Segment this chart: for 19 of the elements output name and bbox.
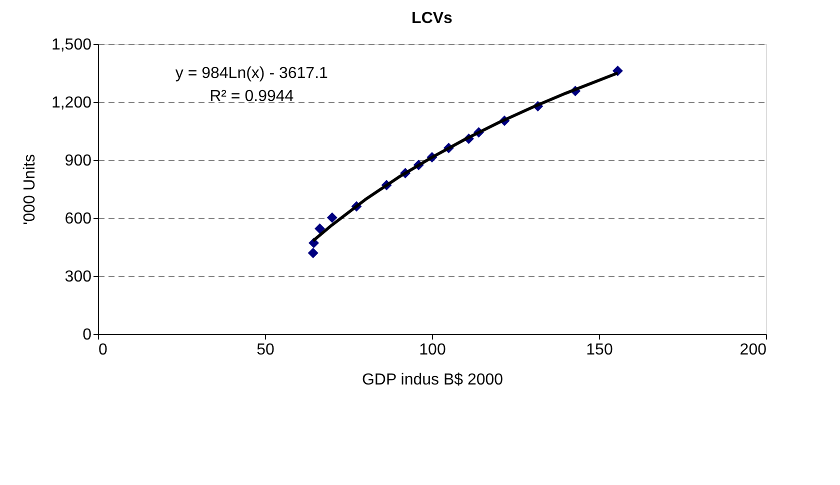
y-tick-label: 1,500 xyxy=(51,36,92,54)
chart-title: LCVs xyxy=(412,10,453,27)
x-axis-title: GDP indus B$ 2000 xyxy=(362,372,504,388)
x-tick-label: 100 xyxy=(419,342,446,358)
x-tick-label: 0 xyxy=(98,342,108,358)
y-tick-label: 300 xyxy=(64,268,92,286)
annotation: y = 984Ln(x) - 3617.1 xyxy=(175,65,328,82)
point xyxy=(308,248,318,258)
x-tick-label: 200 xyxy=(740,342,767,358)
y-axis-title: '000 Units xyxy=(21,154,38,225)
y-tick-label: 600 xyxy=(64,210,92,228)
x-tick-label: 150 xyxy=(586,342,613,358)
y-tick-label: 1,200 xyxy=(51,94,92,112)
x-tick-label: 50 xyxy=(256,342,274,358)
annotation: R² = 0.9944 xyxy=(210,88,294,106)
y-tick-label: 0 xyxy=(82,326,92,344)
point xyxy=(314,223,326,234)
point xyxy=(326,212,338,223)
y-tick-label: 900 xyxy=(64,152,92,170)
